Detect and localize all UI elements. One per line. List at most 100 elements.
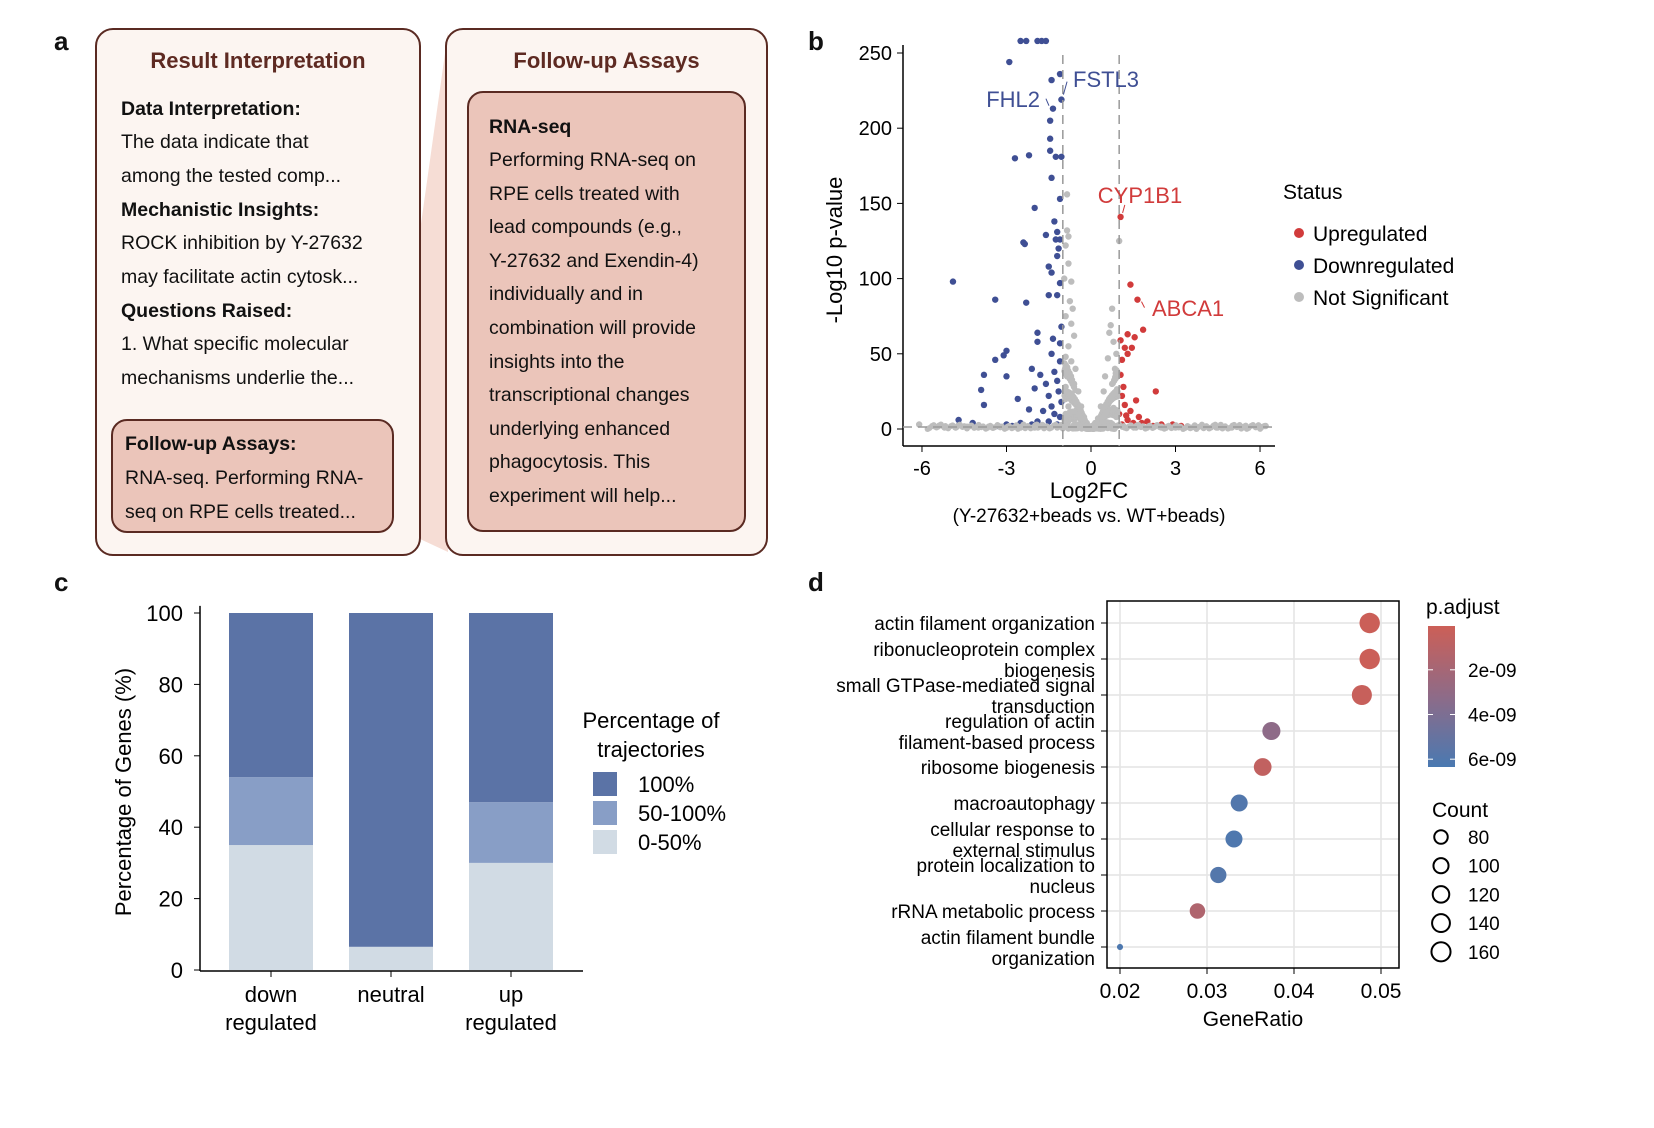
term-label: organization xyxy=(991,949,1095,970)
rna-seq-heading: RNA-seq xyxy=(489,116,572,138)
y-tick-label: 20 xyxy=(159,887,183,912)
data-point-not-significant xyxy=(1065,343,1072,350)
rna-seq-line: lead compounds (e.g., xyxy=(489,216,682,239)
section-line: may facilitate actin cytosk... xyxy=(121,266,359,288)
data-point-downregulated xyxy=(1056,195,1064,203)
data-point-downregulated xyxy=(1048,269,1055,276)
x-tick-label: 0.02 xyxy=(1100,980,1141,1003)
y-tick-label: 150 xyxy=(859,193,892,215)
term-label: actin filament organization xyxy=(874,614,1095,635)
y-tick-label: 40 xyxy=(159,815,183,840)
data-point-not-significant xyxy=(1068,278,1075,285)
section-heading: Questions Raised: xyxy=(121,300,293,322)
data-point-not-significant xyxy=(915,421,923,428)
x-tick-label: down xyxy=(245,982,298,1007)
data-point-downregulated xyxy=(1045,291,1052,299)
followup-summary-line: RNA-seq. Performing RNA- xyxy=(125,467,364,489)
legend-title: Status xyxy=(1283,181,1343,204)
data-point-not-significant xyxy=(1069,305,1076,312)
y-tick-label: 0 xyxy=(171,958,183,983)
x-axis-subtitle: (Y-27632+beads vs. WT+beads) xyxy=(953,506,1226,527)
dot-4 xyxy=(1253,758,1272,776)
data-point-not-significant xyxy=(1062,242,1069,249)
data-point-not-significant xyxy=(1070,332,1078,339)
term-label: external stimulus xyxy=(952,841,1095,862)
followup-summary-line: seq on RPE cells treated... xyxy=(125,501,356,523)
section-line: 1. What specific molecular xyxy=(121,333,349,355)
x-tick-label: regulated xyxy=(465,1010,557,1035)
data-point-upregulated xyxy=(1132,397,1140,404)
followup-assays-title: Follow-up Assays xyxy=(513,48,700,73)
dot-9 xyxy=(1116,943,1124,951)
data-point-not-significant xyxy=(1083,422,1090,429)
data-point-downregulated xyxy=(1053,377,1061,385)
data-point-upregulated xyxy=(1121,401,1129,409)
data-point-not-significant xyxy=(1110,338,1117,345)
size-legend-circle xyxy=(1430,941,1452,963)
data-point-not-significant xyxy=(1068,373,1075,380)
data-point-downregulated xyxy=(1052,153,1059,160)
color-legend-label: 6e-09 xyxy=(1468,750,1517,771)
data-point-downregulated xyxy=(1055,388,1062,395)
data-point-not-significant xyxy=(1077,406,1084,413)
legend-label: Not Significant xyxy=(1313,287,1449,310)
dot-1 xyxy=(1359,648,1380,670)
term-label: actin filament bundle xyxy=(921,928,1095,949)
section-line: among the tested comp... xyxy=(121,165,342,187)
data-point-downregulated xyxy=(1046,147,1054,154)
color-legend-label: 2e-09 xyxy=(1468,661,1517,682)
data-point-not-significant xyxy=(1101,422,1108,429)
data-point-downregulated xyxy=(1048,76,1055,84)
section-heading: Mechanistic Insights: xyxy=(121,199,320,221)
data-point-downregulated xyxy=(1058,323,1065,330)
data-point-not-significant xyxy=(1068,358,1075,365)
data-point-downregulated xyxy=(1048,403,1055,410)
data-point-downregulated xyxy=(1046,117,1054,124)
gene-label: CYP1B1 xyxy=(1098,183,1182,208)
y-tick-label: 80 xyxy=(159,672,183,697)
rna-seq-line: experiment will help... xyxy=(489,485,677,507)
data-point-not-significant xyxy=(1113,367,1120,374)
data-point-not-significant xyxy=(1072,365,1079,373)
data-point-not-significant xyxy=(1113,386,1120,393)
data-point-downregulated xyxy=(1049,105,1057,112)
bar-segment-100% xyxy=(349,613,433,947)
panel-label-d: d xyxy=(808,567,824,597)
y-axis-title: Percentage of Genes (%) xyxy=(111,668,136,916)
result-interpretation-title: Result Interpretation xyxy=(150,48,366,73)
plot-background xyxy=(1107,601,1399,968)
label-connector xyxy=(1141,301,1145,308)
data-point-downregulated xyxy=(1034,338,1041,345)
term-label: biogenesis xyxy=(1004,661,1095,682)
size-legend-label: 80 xyxy=(1468,828,1489,849)
size-legend-circle xyxy=(1431,885,1451,904)
data-point-upregulated xyxy=(1128,344,1136,351)
rna-seq-line: RPE cells treated with xyxy=(489,182,680,205)
label-connector xyxy=(1045,98,1050,106)
legend-title: trajectories xyxy=(597,737,705,762)
data-point-downregulated xyxy=(1046,135,1054,142)
data-point-not-significant xyxy=(1033,421,1040,428)
dot-7 xyxy=(1210,866,1227,884)
data-point-downregulated xyxy=(1053,291,1061,299)
data-point-downregulated xyxy=(1051,368,1058,376)
data-point-not-significant xyxy=(1257,425,1264,432)
data-point-upregulated xyxy=(1121,344,1129,351)
data-point-downregulated xyxy=(1056,236,1064,243)
data-point-downregulated xyxy=(1042,380,1050,388)
size-legend-circle xyxy=(1432,857,1450,875)
data-point-downregulated xyxy=(1056,340,1064,347)
data-point-not-significant xyxy=(1066,297,1074,305)
data-point-downregulated xyxy=(955,416,962,424)
bar-segment-0-50% xyxy=(349,946,433,970)
size-legend-label: 100 xyxy=(1468,857,1500,878)
section-line: The data indicate that xyxy=(121,131,309,153)
data-point-not-significant xyxy=(1226,424,1233,431)
data-point-downregulated xyxy=(992,356,999,364)
rna-seq-line: underlying enhanced xyxy=(489,417,671,440)
followup-summary-heading: Follow-up Assays: xyxy=(125,433,297,455)
data-point-downregulated xyxy=(1049,335,1057,342)
legend-swatch xyxy=(593,772,617,796)
section-line: mechanisms underlie the... xyxy=(121,367,355,389)
rna-seq-line: phagocytosis. This xyxy=(489,451,651,474)
